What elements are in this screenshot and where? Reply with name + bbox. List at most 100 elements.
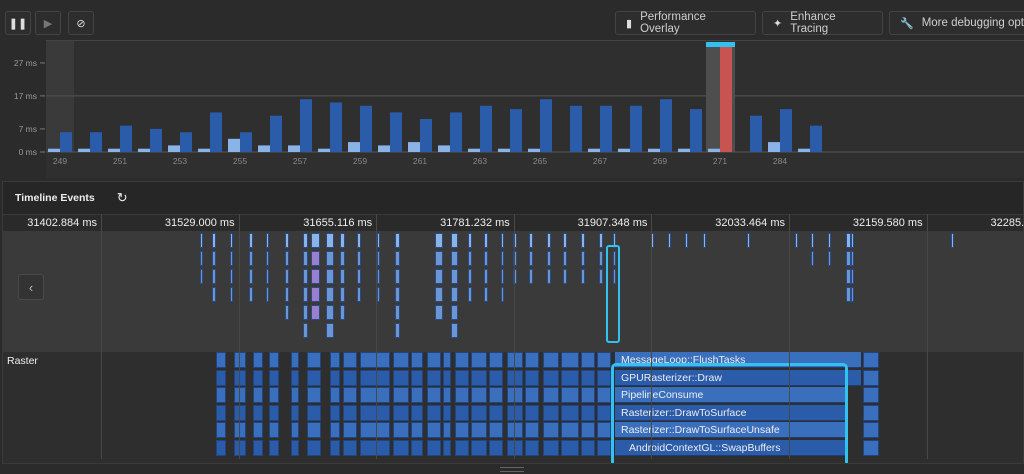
performance-overlay-button[interactable]: ▮ Performance Overlay: [615, 11, 756, 35]
raster-bar[interactable]: [540, 99, 552, 152]
timeline-event[interactable]: [547, 251, 551, 266]
timeline-event[interactable]: [581, 251, 585, 266]
raster-event[interactable]: [561, 387, 579, 403]
raster-event[interactable]: [443, 404, 451, 421]
raster-bar[interactable]: [390, 112, 402, 152]
raster-event[interactable]: [443, 352, 451, 368]
timeline-event[interactable]: [851, 233, 854, 248]
timeline-event[interactable]: [200, 269, 203, 284]
timeline-event[interactable]: [599, 233, 603, 248]
timeline-event[interactable]: [581, 269, 585, 284]
raster-event[interactable]: [597, 404, 611, 421]
raster-event[interactable]: [411, 439, 423, 456]
raster-event[interactable]: [525, 422, 539, 438]
play-button[interactable]: ▶: [35, 11, 61, 35]
timeline-event[interactable]: [230, 269, 233, 284]
enhance-tracing-button[interactable]: ✦ Enhance Tracing: [762, 11, 883, 35]
raster-event[interactable]: [863, 387, 879, 403]
clear-button[interactable]: ⊘: [68, 11, 94, 35]
timeline-event[interactable]: [377, 233, 380, 248]
raster-event[interactable]: [393, 439, 409, 456]
timeline-event[interactable]: [846, 233, 851, 248]
raster-event[interactable]: [269, 422, 279, 438]
ui-bar[interactable]: [228, 138, 240, 152]
timeline-event[interactable]: [613, 269, 616, 284]
timeline-event[interactable]: [484, 251, 488, 266]
raster-bar[interactable]: [270, 115, 282, 152]
raster-bar[interactable]: [240, 132, 252, 152]
timeline-event[interactable]: [484, 233, 488, 248]
raster-event[interactable]: [411, 369, 423, 386]
timeline-event[interactable]: [547, 269, 551, 284]
raster-event[interactable]: [455, 352, 469, 368]
raster-event[interactable]: [330, 422, 340, 438]
timeline-event[interactable]: [451, 269, 458, 284]
raster-event[interactable]: [307, 422, 321, 438]
raster-event[interactable]: [489, 439, 503, 456]
raster-event[interactable]: [393, 387, 409, 403]
raster-event[interactable]: [561, 422, 579, 438]
raster-bar[interactable]: [90, 132, 102, 152]
ui-bar[interactable]: [798, 148, 810, 152]
raster-event[interactable]: [234, 404, 246, 421]
raster-event[interactable]: [253, 422, 263, 438]
raster-event[interactable]: [561, 404, 579, 421]
ui-bar[interactable]: [108, 148, 120, 152]
raster-bar[interactable]: [60, 132, 72, 152]
raster-event[interactable]: [307, 369, 321, 386]
raster-event[interactable]: [525, 404, 539, 421]
timeline-event[interactable]: [326, 251, 334, 266]
raster-bar[interactable]: [480, 105, 492, 152]
raster-lane[interactable]: Raster MessageLoop::FlushTasks GPURasteri…: [3, 352, 1023, 463]
raster-bar[interactable]: [300, 99, 312, 152]
raster-event[interactable]: [360, 404, 390, 421]
raster-event[interactable]: [216, 387, 226, 403]
ui-bar[interactable]: [288, 145, 300, 152]
raster-event[interactable]: [411, 387, 423, 403]
ui-bar[interactable]: [138, 148, 150, 152]
raster-event[interactable]: [360, 369, 390, 386]
more-debugging-button[interactable]: 🔧 More debugging options: [889, 11, 1024, 35]
raster-event[interactable]: [343, 352, 357, 368]
ui-bar[interactable]: [648, 148, 660, 152]
raster-bar[interactable]: [690, 109, 702, 152]
timeline-event[interactable]: [357, 287, 361, 302]
raster-event[interactable]: [343, 439, 357, 456]
timeline-event[interactable]: [303, 269, 308, 284]
raster-event[interactable]: [269, 439, 279, 456]
raster-event-1[interactable]: GPURasterizer::Draw: [615, 369, 861, 386]
raster-event[interactable]: [507, 422, 523, 438]
raster-event-4[interactable]: Rasterizer::DrawToSurfaceUnsafe: [615, 422, 845, 438]
timeline-event[interactable]: [230, 287, 233, 302]
raster-event[interactable]: [291, 404, 299, 421]
raster-event[interactable]: [507, 439, 523, 456]
raster-event[interactable]: [427, 352, 441, 368]
raster-bar[interactable]: [420, 119, 432, 152]
raster-event[interactable]: [291, 369, 299, 386]
raster-event[interactable]: [543, 404, 559, 421]
timeline-event[interactable]: [501, 269, 504, 284]
raster-event[interactable]: [443, 387, 451, 403]
raster-event[interactable]: [253, 387, 263, 403]
raster-event[interactable]: [525, 387, 539, 403]
timeline-event[interactable]: [435, 251, 443, 266]
timeline-event[interactable]: [249, 269, 253, 284]
raster-event[interactable]: [443, 369, 451, 386]
timeline-event[interactable]: [811, 233, 814, 248]
raster-event[interactable]: [216, 369, 226, 386]
timeline-event[interactable]: [951, 233, 954, 248]
raster-bar[interactable]: [780, 109, 792, 152]
timeline-event[interactable]: [357, 269, 361, 284]
raster-event[interactable]: [455, 387, 469, 403]
raster-event[interactable]: [307, 404, 321, 421]
timeline-event[interactable]: [563, 251, 567, 266]
timeline-event[interactable]: [451, 287, 458, 302]
raster-event[interactable]: [863, 352, 879, 368]
raster-event[interactable]: [360, 439, 390, 456]
timeline-event[interactable]: [311, 287, 320, 302]
raster-event[interactable]: [330, 439, 340, 456]
raster-event[interactable]: [253, 439, 263, 456]
ui-bar[interactable]: [438, 145, 450, 152]
raster-event[interactable]: [507, 387, 523, 403]
raster-event[interactable]: [234, 387, 246, 403]
